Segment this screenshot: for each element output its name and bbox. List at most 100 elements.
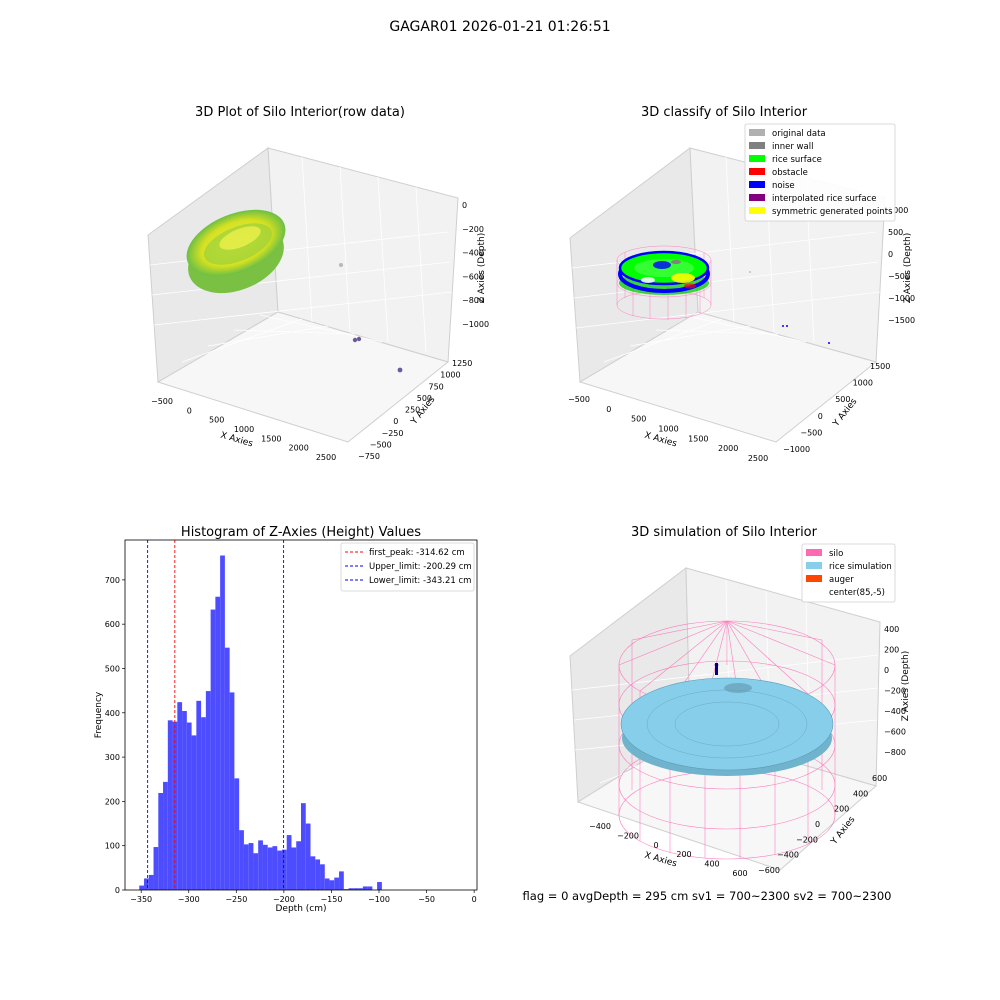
histogram-bar bbox=[215, 596, 221, 890]
histogram-bar bbox=[196, 700, 202, 890]
panel-histogram: Histogram of Z-Axies (Height) Values −35… bbox=[94, 525, 478, 914]
status-footer: flag = 0 avgDepth = 295 cm sv1 = 700~230… bbox=[523, 889, 892, 903]
histogram-bar bbox=[334, 877, 340, 890]
histogram-reference-lines bbox=[147, 540, 285, 890]
raw-3d-outlier bbox=[339, 263, 343, 267]
histogram-bar bbox=[201, 717, 206, 890]
classify-3d-noise-point bbox=[782, 325, 784, 327]
histogram-y-ticks: 0 100 200 300 400 500 600 700 bbox=[105, 576, 125, 895]
simulation-3d-y-tick-label: 200 bbox=[834, 805, 849, 814]
raw-3d-outlier bbox=[356, 336, 362, 342]
classify-3d-z-tick-label: −500 bbox=[888, 272, 910, 281]
histogram-bar bbox=[324, 878, 330, 890]
simulation-3d-y-tick-label: −600 bbox=[758, 866, 780, 875]
classify-3d-xlabel: X Axies bbox=[643, 431, 678, 450]
classify-3d-x-tick-label: 500 bbox=[631, 415, 646, 424]
raw-3d-zlabel: Z Axies (Depth) bbox=[477, 233, 487, 304]
histogram-y-tick-label: 600 bbox=[105, 620, 120, 629]
histogram-legend-label: Upper_limit: -200.29 cm bbox=[369, 562, 472, 572]
classify-3d-point-cloud bbox=[618, 250, 710, 295]
raw-3d-y-tick-label: −750 bbox=[358, 452, 380, 461]
histogram-x-tick-label: −100 bbox=[368, 895, 390, 904]
histogram-x-tick-label: −300 bbox=[178, 895, 200, 904]
simulation-3d-legend-swatch bbox=[806, 575, 822, 582]
raw-3d-x-tick-label: 2000 bbox=[288, 444, 308, 453]
histogram-axes-frame bbox=[124, 539, 478, 891]
histogram-y-tick-label: 0 bbox=[115, 886, 120, 895]
histogram-bar bbox=[343, 889, 349, 890]
histogram-y-tick-label: 300 bbox=[105, 753, 120, 762]
histogram-bar bbox=[182, 711, 187, 890]
histogram-x-tick-label: −350 bbox=[130, 895, 152, 904]
classify-3d-z-tick-label: 500 bbox=[888, 228, 903, 237]
histogram-bar bbox=[205, 691, 211, 890]
raw-3d-z-tick-label: −800 bbox=[462, 296, 484, 305]
classify-3d-x-tick-label: −500 bbox=[568, 395, 590, 404]
histogram-bars bbox=[139, 555, 382, 890]
histogram-title: Histogram of Z-Axies (Height) Values bbox=[181, 525, 421, 540]
simulation-3d-y-tick-label: 400 bbox=[853, 789, 868, 798]
classify-3d-legend-swatch bbox=[749, 129, 765, 136]
histogram-bar bbox=[305, 823, 311, 890]
classify-3d-legend-swatch bbox=[749, 168, 765, 175]
histogram-bar bbox=[167, 720, 173, 890]
simulation-3d-x-tick-label: 200 bbox=[676, 850, 691, 859]
raw-3d-title: 3D Plot of Silo Interior(row data) bbox=[195, 105, 405, 120]
histogram-x-tick-label: −200 bbox=[273, 895, 295, 904]
histogram-y-tick-label: 400 bbox=[105, 709, 120, 718]
histogram-bar bbox=[339, 871, 344, 890]
classify-3d-x-tick-label: 1500 bbox=[688, 434, 708, 443]
simulation-3d-z-tick-label: 400 bbox=[884, 625, 899, 634]
simulation-3d-z-tick-label: 0 bbox=[884, 666, 889, 675]
histogram-x-tick-label: −50 bbox=[418, 895, 435, 904]
classify-3d-legend-label: obstacle bbox=[772, 168, 808, 178]
figure-suptitle: GAGAR01 2026-01-21 01:26:51 bbox=[389, 19, 610, 35]
classify-3d-legend-label: rice surface bbox=[772, 155, 822, 165]
simulation-3d-y-tick-label: −200 bbox=[796, 835, 818, 844]
histogram-bar bbox=[367, 886, 373, 890]
histogram-x-tick-label: 0 bbox=[472, 895, 477, 904]
panel-classify-3d: 3D classify of Silo Interior bbox=[568, 105, 915, 463]
histogram-bar bbox=[272, 846, 278, 890]
panel-raw-3d: 3D Plot of Silo Interior(row data) −500 0… bbox=[147, 105, 489, 462]
simulation-3d-y-tick-label: 0 bbox=[815, 820, 820, 829]
histogram-y-tick-label: 200 bbox=[105, 797, 120, 806]
histogram-bar bbox=[258, 840, 263, 890]
simulation-3d-auger bbox=[714, 663, 719, 675]
classify-3d-z-tick-label: −1000 bbox=[888, 294, 915, 303]
histogram-xlabel: Depth (cm) bbox=[275, 904, 326, 914]
simulation-3d-y-tick-label: −400 bbox=[777, 851, 799, 860]
raw-3d-outlier bbox=[397, 367, 403, 373]
histogram-bar bbox=[234, 778, 240, 890]
raw-3d-point-cloud bbox=[186, 209, 286, 294]
simulation-3d-legend-swatch bbox=[806, 562, 822, 569]
simulation-3d-z-tick-label: −200 bbox=[884, 687, 906, 696]
classify-3d-legend: original data inner wall rice surface obsta… bbox=[744, 123, 896, 222]
simulation-3d-z-tick-label: −400 bbox=[884, 707, 906, 716]
raw-3d-x-tick-label: −500 bbox=[151, 397, 173, 406]
simulation-3d-x-tick-label: 400 bbox=[704, 860, 719, 869]
raw-3d-x-tick-label: 500 bbox=[209, 416, 224, 425]
classify-3d-legend-label: symmetric generated points bbox=[772, 207, 893, 217]
simulation-3d-z-tick-label: −600 bbox=[884, 728, 906, 737]
histogram-bar bbox=[310, 856, 316, 890]
histogram-bar bbox=[277, 850, 282, 890]
histogram-bar bbox=[296, 841, 301, 890]
histogram-x-tick-label: −150 bbox=[320, 895, 342, 904]
classify-3d-legend-swatch bbox=[749, 207, 765, 214]
simulation-3d-x-tick-label: −200 bbox=[617, 831, 639, 840]
classify-3d-legend-swatch bbox=[749, 155, 765, 162]
histogram-bar bbox=[281, 849, 287, 890]
simulation-3d-x-tick-label: 600 bbox=[732, 869, 747, 878]
histogram-x-ticks: −350 −300 −250 −200 −150 −100 −50 0 bbox=[130, 890, 477, 904]
raw-3d-x-tick-label: 0 bbox=[187, 406, 192, 415]
histogram-bar bbox=[301, 803, 306, 890]
raw-3d-z-tick-label: 0 bbox=[462, 201, 467, 210]
classify-3d-x-tick-label: 1000 bbox=[658, 425, 678, 434]
classify-3d-legend-label: original data bbox=[772, 129, 826, 139]
classify-3d-title: 3D classify of Silo Interior bbox=[641, 105, 808, 120]
raw-3d-y-tick-label: 1250 bbox=[452, 359, 472, 368]
histogram-bar bbox=[248, 843, 254, 890]
histogram-y-tick-label: 700 bbox=[105, 576, 120, 585]
